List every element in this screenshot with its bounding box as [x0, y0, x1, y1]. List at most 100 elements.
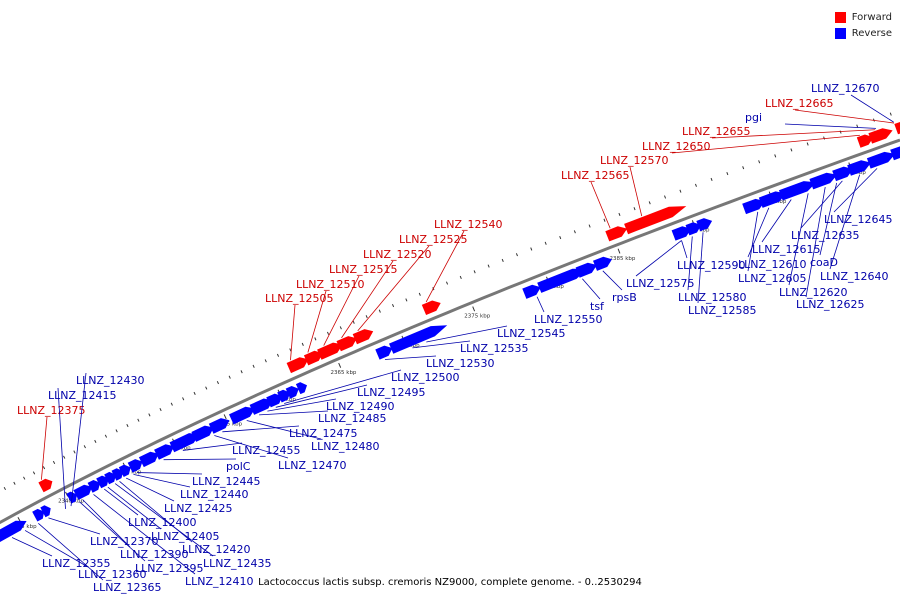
gene-reverse-10 [127, 459, 143, 473]
gene-reverse-19 [277, 389, 291, 403]
scale-dot [544, 241, 547, 245]
label-connector [119, 481, 193, 543]
genome-caption: Lactococcus lactis subsp. cremoris NZ900… [258, 577, 642, 588]
gene-reverse-20 [285, 386, 299, 399]
gene-forward-LLNZ_12520 [336, 336, 357, 352]
gene-forward-LLNZ_12665 [894, 121, 900, 135]
label-connector [93, 494, 196, 575]
scale-dot [182, 397, 185, 401]
gene-label-LLNZ_12415: LLNZ_12415 [48, 389, 117, 402]
label-connector [761, 199, 792, 243]
label-connector [829, 174, 861, 270]
label-connector [833, 168, 878, 213]
gene-label-LLNZ_12395: LLNZ_12395 [135, 562, 204, 575]
label-connector [412, 340, 471, 349]
gene-label-LLNZ_12615: LLNZ_12615 [752, 243, 821, 256]
scale-dot [264, 359, 267, 363]
label-connector [635, 240, 682, 277]
scale-dot [352, 320, 355, 324]
gene-forward-LLNZ_12375 [38, 478, 53, 493]
scale-dot [405, 298, 408, 302]
legend-item-forward: Forward [834, 9, 892, 25]
gene-reverse-12 [154, 444, 174, 460]
gene-label-LLNZ_12655: LLNZ_12655 [682, 125, 751, 138]
scale-dot [137, 418, 140, 422]
scale-dot [839, 130, 842, 134]
gene-reverse-15 [208, 418, 230, 434]
gene-reverse-35 [832, 166, 854, 182]
label-connector [246, 420, 322, 440]
label-connector [697, 232, 704, 304]
kbp-tick-label: 2355 kbp [216, 421, 242, 427]
scale-dot [679, 189, 682, 193]
gene-label-LLNZ_12480: LLNZ_12480 [311, 440, 380, 453]
label-connector [747, 207, 770, 258]
gene-label-LLNZ_12530: LLNZ_12530 [426, 357, 495, 370]
scale-dot [52, 460, 56, 465]
label-connector [11, 537, 53, 557]
gene-label-LLNZ_12650: LLNZ_12650 [642, 140, 711, 153]
label-connector [70, 372, 87, 507]
gene-reverse-26 [575, 262, 597, 278]
gene-label-LLNZ_12645: LLNZ_12645 [824, 213, 893, 226]
gene-label-LLNZ_12435: LLNZ_12435 [203, 557, 272, 570]
scale-dot [339, 326, 342, 330]
gene-reverse-13 [169, 433, 200, 453]
scale-dot [42, 466, 46, 470]
label-connector [133, 474, 191, 488]
gene-reverse-23 [389, 325, 448, 354]
gene-label-LLNZ_12445: LLNZ_12445 [192, 475, 261, 488]
scale-dot [774, 154, 777, 158]
gene-reverse-11 [138, 451, 159, 468]
gene-reverse-5 [87, 480, 101, 493]
gene-reverse-14 [191, 425, 214, 442]
gene-label-polC: polC [226, 460, 251, 473]
gene-label-pgi: pgi [745, 111, 762, 124]
gene-label-LLNZ_12535: LLNZ_12535 [460, 342, 529, 355]
gene-reverse-28 [671, 226, 692, 241]
label-connector [182, 442, 243, 451]
gene-label-LLNZ_12550: LLNZ_12550 [534, 313, 603, 326]
label-connector [384, 355, 437, 360]
gene-label-rpsB: rpsB [612, 291, 637, 304]
legend: Forward Reverse [834, 9, 892, 41]
label-connector [307, 290, 327, 353]
label-connector [788, 193, 809, 286]
kbp-tick-label: 2335 kbp [11, 524, 37, 530]
gene-label-LLNZ_12585: LLNZ_12585 [688, 304, 757, 317]
gene-label-LLNZ_12425: LLNZ_12425 [164, 502, 233, 515]
label-connector [38, 522, 104, 581]
gene-label-LLNZ_12565: LLNZ_12565 [561, 169, 630, 182]
gene-label-LLNZ_12570: LLNZ_12570 [600, 154, 669, 167]
gene-label-LLNZ_12490: LLNZ_12490 [326, 400, 395, 413]
label-connector [214, 435, 289, 459]
label-connector [687, 236, 693, 291]
gene-label-LLNZ_12390: LLNZ_12390 [120, 548, 189, 561]
scale-dot [559, 235, 562, 240]
label-connector [284, 369, 402, 404]
label-connector [267, 398, 337, 412]
label-connector [79, 501, 146, 562]
scale-dot [603, 218, 606, 222]
scale-dot [170, 402, 173, 406]
gene-reverse-30 [696, 218, 713, 232]
gene-forward-LLNZ_12510 [303, 350, 323, 366]
gene-label-LLNZ_12640: LLNZ_12640 [820, 270, 889, 283]
scale-dot [726, 171, 729, 176]
gene-reverse-4 [73, 484, 93, 500]
gene-reverse-27 [593, 256, 612, 271]
gene-label-LLNZ_12455: LLNZ_12455 [232, 444, 301, 457]
gene-label-LLNZ_12510: LLNZ_12510 [296, 278, 365, 291]
gene-reverse-38 [890, 146, 900, 161]
gene-label-LLNZ_12520: LLNZ_12520 [363, 248, 432, 261]
scale-dot [276, 353, 280, 357]
scale-dot [148, 413, 151, 417]
scale-dot [205, 386, 208, 390]
kbp-tick [617, 248, 621, 254]
gene-label-LLNZ_12430: LLNZ_12430 [76, 374, 145, 387]
gene-forward-LLNZ_12565 [605, 226, 628, 242]
kbp-tick [472, 306, 476, 312]
gene-reverse-22 [375, 345, 393, 360]
gene-forward-LLNZ_12570 [624, 206, 687, 235]
